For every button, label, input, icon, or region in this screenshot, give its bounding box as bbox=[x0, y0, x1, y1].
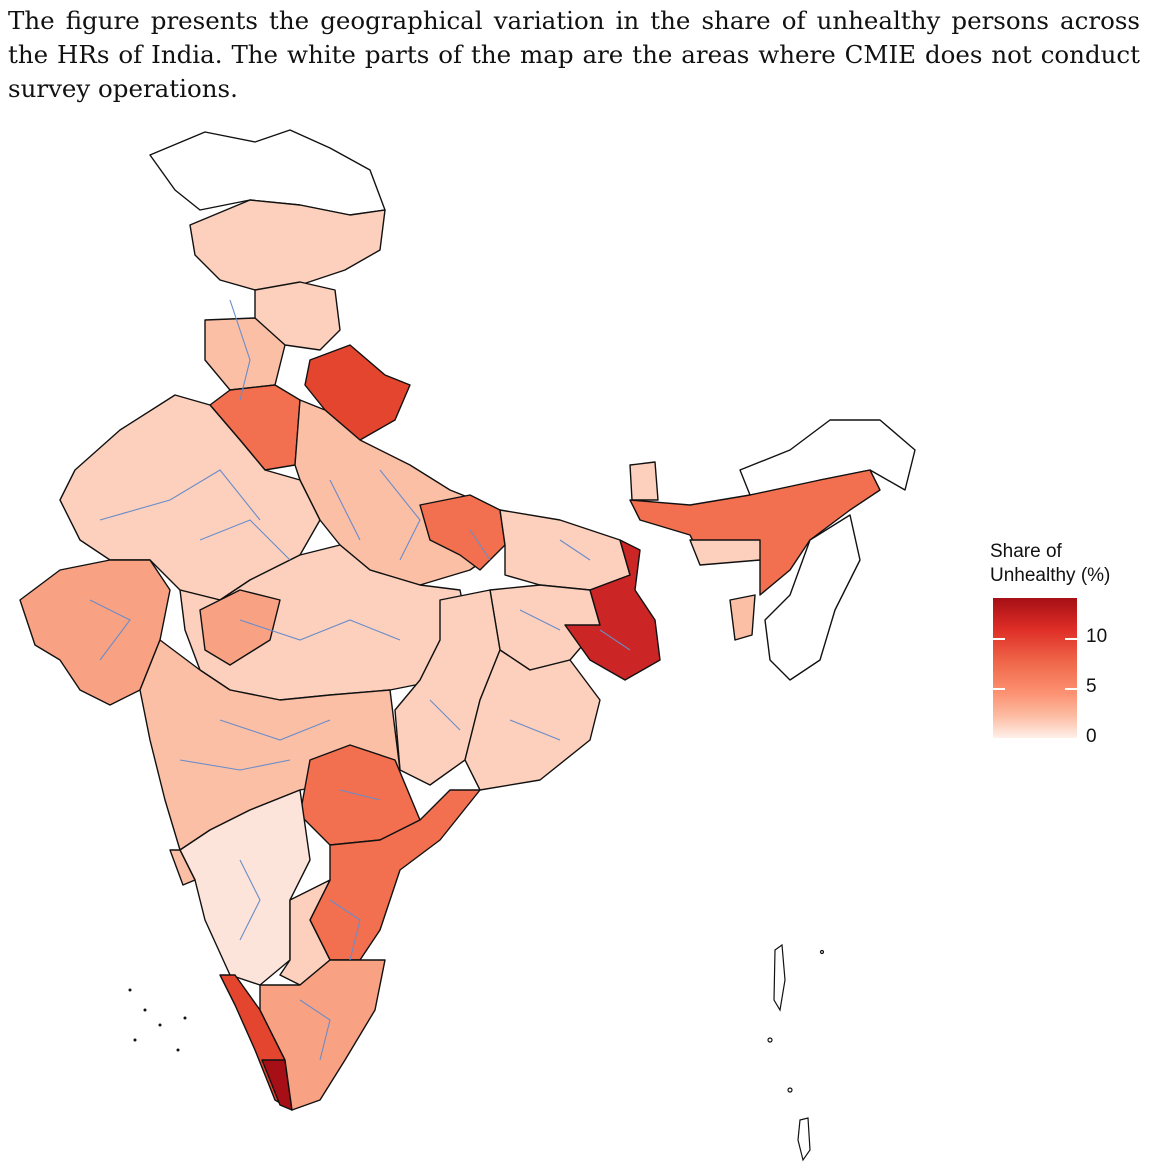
region-northeast-unsurveyed bbox=[764, 514, 861, 681]
region-andaman-islands bbox=[773, 943, 786, 1012]
region-tamil-nadu bbox=[259, 959, 386, 1111]
legend-tick-left bbox=[993, 688, 1005, 690]
map-legend: Share of Unhealthy (%) 10 5 0 bbox=[990, 540, 1150, 747]
legend-tick-left bbox=[993, 638, 1005, 640]
region-madhya-pradesh-west bbox=[199, 589, 281, 666]
legend-title-line2: Unhealthy (%) bbox=[990, 565, 1111, 586]
region-jammu-kashmir bbox=[189, 199, 386, 291]
legend-color-bar bbox=[993, 598, 1077, 738]
legend-tick-label: 10 bbox=[1086, 626, 1108, 647]
region-bihar bbox=[499, 509, 631, 591]
region-odisha bbox=[464, 649, 601, 791]
legend-tick-left bbox=[993, 738, 1005, 740]
legend-title-line1: Share of bbox=[990, 541, 1062, 562]
legend-tick-label: 0 bbox=[1086, 726, 1097, 747]
region-meghalaya bbox=[689, 539, 761, 566]
figure-caption: The figure presents the geographical var… bbox=[8, 6, 1140, 103]
india-choropleth-map bbox=[19, 129, 916, 1162]
legend-tick-right bbox=[1065, 638, 1077, 640]
region-tripura bbox=[729, 594, 756, 641]
region-nicobar-islands bbox=[797, 1117, 811, 1162]
region-chhattisgarh bbox=[394, 589, 501, 786]
region-west-bengal bbox=[564, 539, 661, 681]
region-goa bbox=[169, 849, 196, 886]
legend-tick-right bbox=[1065, 738, 1077, 740]
region-sikkim bbox=[629, 461, 659, 501]
region-uttarakhand bbox=[304, 344, 411, 441]
legend-tick-label: 5 bbox=[1086, 676, 1097, 697]
legend-tick-right bbox=[1065, 688, 1077, 690]
